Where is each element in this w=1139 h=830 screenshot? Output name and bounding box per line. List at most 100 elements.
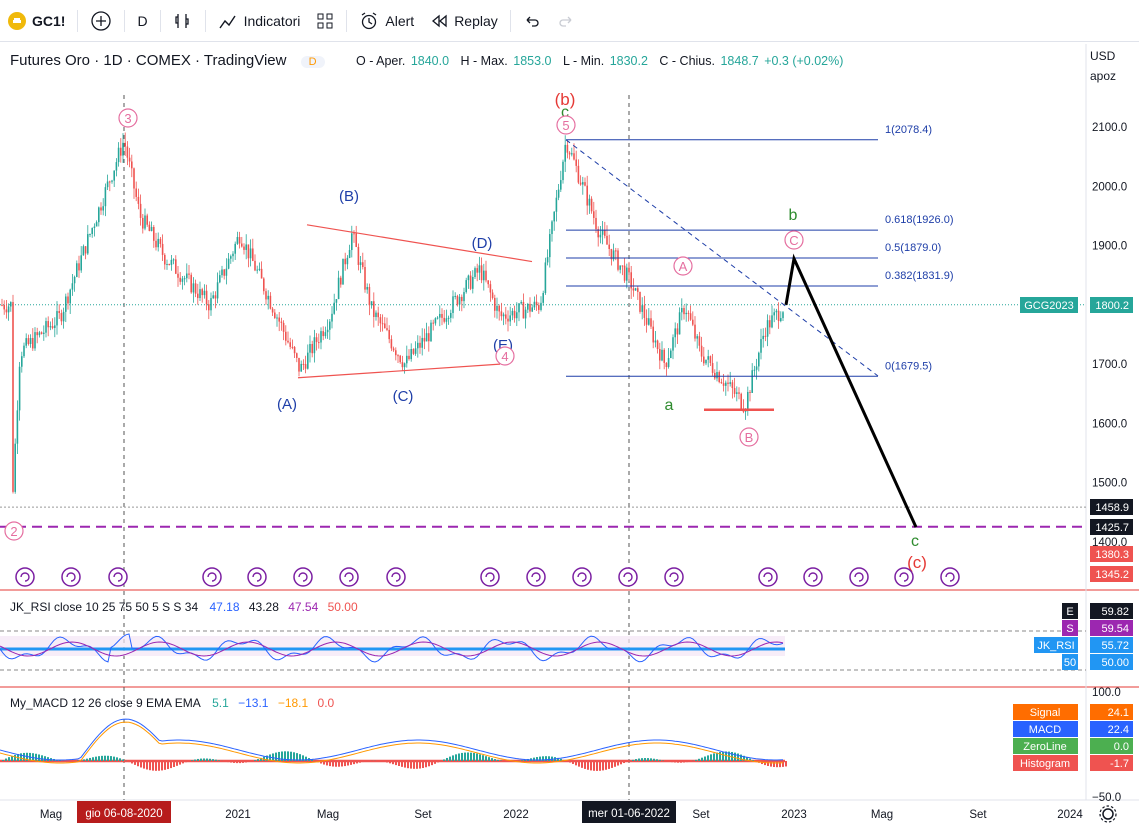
rsi-axis-badge bbox=[1090, 620, 1133, 636]
macd-axis-value: -1.7 bbox=[1110, 758, 1129, 770]
candle-body bbox=[307, 352, 309, 369]
chart-canvas[interactable]: 1(2078.4) 0.618(1926.0) 0.5(1879.0) 0.382(1… bbox=[0, 44, 1139, 830]
price-badge-value: 1380.3 bbox=[1095, 549, 1129, 561]
redo-button[interactable] bbox=[549, 0, 583, 42]
candle-body bbox=[115, 162, 118, 171]
macd-histogram-bar bbox=[686, 761, 688, 763]
rsi-axis-label-bg bbox=[1062, 603, 1078, 619]
candle-body bbox=[25, 338, 27, 346]
candle-body bbox=[771, 315, 773, 328]
macd-histogram-bar bbox=[290, 751, 292, 761]
candle-body bbox=[95, 222, 98, 227]
candle-body bbox=[676, 328, 679, 335]
replay-button[interactable]: Replay bbox=[422, 0, 506, 42]
candle-body bbox=[32, 338, 34, 349]
currency-label[interactable]: USD bbox=[1090, 49, 1116, 63]
candle-body bbox=[313, 337, 316, 354]
rsi-value-2: 43.28 bbox=[248, 600, 279, 614]
candle-body bbox=[610, 248, 613, 260]
candle-body bbox=[265, 291, 267, 300]
time-tick-label: 2021 bbox=[225, 809, 251, 821]
candle-body bbox=[654, 340, 657, 343]
price-tick-label: 1600.0 bbox=[1092, 418, 1127, 430]
macd-histogram-bar bbox=[95, 756, 97, 761]
alert-label: Alert bbox=[385, 12, 415, 29]
candle-body bbox=[727, 382, 729, 384]
add-symbol-button[interactable] bbox=[82, 0, 120, 42]
close-label: C - Chius. bbox=[659, 54, 715, 68]
macd-histogram-bar bbox=[593, 761, 595, 771]
macd-histogram-bar bbox=[482, 755, 484, 761]
candle-body bbox=[223, 269, 225, 276]
candle-body bbox=[23, 345, 25, 357]
settings-gear-icon[interactable] bbox=[1099, 805, 1117, 823]
top-toolbar: GC1! D Indicatori Alert Replay bbox=[0, 0, 1139, 42]
candle-body bbox=[546, 257, 549, 263]
ohlc-legend: O - Aper. 1840.0 H - Max. 1853.0 L - Min… bbox=[356, 54, 845, 68]
candle-body bbox=[696, 336, 698, 339]
candle-body bbox=[573, 153, 575, 160]
candle-body bbox=[456, 295, 459, 305]
templates-button[interactable] bbox=[308, 0, 342, 42]
macd-histogram-bar bbox=[572, 761, 574, 764]
candle-body bbox=[67, 296, 69, 304]
symbol-button[interactable]: GC1! bbox=[0, 0, 73, 42]
macd-histogram-bar bbox=[449, 756, 451, 761]
high-label: H - Max. bbox=[460, 54, 508, 68]
macd-histogram-bar bbox=[635, 759, 637, 761]
candle-body bbox=[472, 276, 474, 289]
candle-body bbox=[474, 268, 476, 277]
macd-histogram-bar bbox=[341, 761, 343, 767]
macd-histogram-bar bbox=[296, 753, 298, 761]
macd-histogram-bar bbox=[494, 759, 496, 761]
macd-histogram-bar bbox=[542, 756, 544, 761]
event-arc bbox=[20, 572, 30, 582]
macd-histogram-bar bbox=[101, 755, 103, 761]
candle-body bbox=[487, 280, 489, 285]
interval-button[interactable]: D bbox=[129, 0, 155, 42]
macd-histogram-bar bbox=[323, 761, 325, 765]
candle-body bbox=[3, 305, 5, 310]
macd-histogram-bar bbox=[410, 761, 412, 769]
macd-histogram-bar bbox=[650, 758, 652, 761]
macd-histogram-bar bbox=[224, 761, 226, 762]
candle-body bbox=[436, 317, 439, 319]
macd-histogram-bar bbox=[128, 761, 130, 763]
dividend-event-icon bbox=[894, 567, 914, 587]
macd-histogram-bar bbox=[350, 761, 352, 765]
macd-histogram-bar bbox=[461, 752, 463, 761]
undo-button[interactable] bbox=[515, 0, 549, 42]
candle-body bbox=[447, 317, 450, 319]
dividend-event-icon bbox=[339, 567, 359, 587]
wave-label-green: a bbox=[665, 397, 674, 414]
candle-body bbox=[494, 297, 496, 311]
macd-histogram-bar bbox=[5, 758, 7, 761]
candle-body bbox=[689, 313, 692, 320]
candle-body bbox=[597, 229, 599, 238]
candle-body bbox=[355, 233, 357, 247]
macd-histogram-bar bbox=[497, 759, 499, 761]
scale-mode-label[interactable]: apoz bbox=[1090, 69, 1117, 83]
macd-histogram-bar bbox=[740, 754, 742, 761]
candle-body bbox=[181, 278, 184, 282]
macd-histogram-bar bbox=[332, 761, 334, 767]
macd-histogram-bar bbox=[680, 761, 682, 763]
chart-type-button[interactable] bbox=[165, 0, 201, 42]
candle-body bbox=[634, 288, 637, 291]
candle-body bbox=[557, 189, 560, 198]
macd-axis-badge bbox=[1090, 755, 1133, 771]
dividend-event-icon bbox=[202, 567, 222, 587]
time-tick-label: Mag bbox=[317, 809, 339, 821]
macd-histogram-bar bbox=[104, 755, 106, 761]
candle-body bbox=[656, 340, 659, 350]
candle-body bbox=[309, 343, 311, 353]
indicators-button[interactable]: Indicatori bbox=[210, 0, 309, 42]
candle-body bbox=[302, 363, 305, 365]
alert-button[interactable]: Alert bbox=[351, 0, 422, 42]
candle-body bbox=[736, 392, 738, 394]
macd-histogram-bar bbox=[353, 761, 355, 765]
candle-body bbox=[122, 142, 124, 156]
rsi-axis-label-bg bbox=[1062, 654, 1078, 670]
candle-body bbox=[469, 275, 472, 289]
time-tick-label: Mag bbox=[871, 809, 893, 821]
